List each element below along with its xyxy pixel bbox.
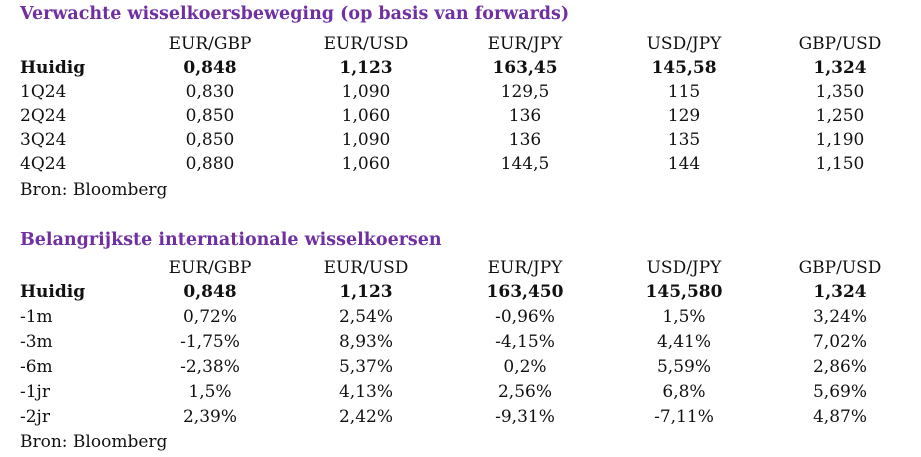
table-cell: -7,11% (654, 407, 714, 427)
table-row: -1m 0,72% 2,54% -0,96% 1,5% 3,24% (0, 305, 921, 329)
table-cell: 129 (667, 106, 701, 126)
table-cell: 144 (667, 154, 701, 174)
table-cell: 0,850 (185, 106, 235, 126)
table-cell: -2,38% (180, 357, 240, 377)
table-cell: -1,75% (180, 332, 240, 352)
table-cell: 1,060 (341, 154, 391, 174)
forwards-header-row: EUR/GBP EUR/USD EUR/JPY USD/JPY GBP/USD (0, 32, 921, 56)
table-cell: 129,5 (500, 82, 550, 102)
table-row: -2jr 2,39% 2,42% -9,31% -7,11% 4,87% (0, 405, 921, 429)
row-label: 1Q24 (20, 82, 67, 102)
table-cell: 6,8% (662, 382, 706, 402)
row-label: 4Q24 (20, 154, 67, 174)
table-cell: 3,24% (812, 307, 867, 327)
column-header: EUR/GBP (168, 258, 252, 278)
row-label: 2Q24 (20, 106, 67, 126)
row-label: -1m (20, 307, 53, 327)
table-row: 4Q24 0,880 1,060 144,5 144 1,150 (0, 152, 921, 176)
column-header: EUR/JPY (487, 34, 563, 54)
column-header: USD/JPY (646, 258, 722, 278)
row-label: Huidig (20, 58, 86, 78)
table-row: -3m -1,75% 8,93% -4,15% 4,41% 7,02% (0, 330, 921, 354)
table-cell: 1,190 (815, 130, 865, 150)
column-header: GBP/USD (798, 258, 882, 278)
table-cell: 136 (508, 130, 542, 150)
table-cell: 136 (508, 106, 542, 126)
table-cell: 8,93% (338, 332, 393, 352)
forwards-title: Verwachte wisselkoersbeweging (op basis … (20, 4, 570, 24)
table-cell: 1,123 (339, 282, 393, 302)
table-cell: 135 (667, 130, 701, 150)
table-cell: 145,58 (651, 58, 717, 78)
table-cell: 2,39% (182, 407, 237, 427)
column-header: EUR/JPY (487, 258, 563, 278)
table-cell: 144,5 (500, 154, 550, 174)
table-cell: 4,13% (338, 382, 393, 402)
column-header: EUR/USD (323, 34, 409, 54)
table-cell: 1,090 (341, 82, 391, 102)
table-row: -6m -2,38% 5,37% 0,2% 5,59% 2,86% (0, 355, 921, 379)
table-cell: 4,87% (812, 407, 867, 427)
table-cell: 1,324 (813, 58, 867, 78)
table-cell: 1,5% (188, 382, 232, 402)
table-row: Huidig 0,848 1,123 163,450 145,580 1,324 (0, 280, 921, 304)
table-cell: 2,56% (497, 382, 552, 402)
table-cell: 2,54% (338, 307, 393, 327)
table-cell: 0,850 (185, 130, 235, 150)
table-cell: 1,5% (662, 307, 706, 327)
table-cell: 163,450 (486, 282, 564, 302)
table-cell: 163,45 (492, 58, 558, 78)
column-header: EUR/USD (323, 258, 409, 278)
table-cell: 0,2% (503, 357, 547, 377)
source-note: Bron: Bloomberg (20, 180, 168, 200)
table-cell: 0,848 (183, 58, 237, 78)
table-cell: 2,86% (812, 357, 867, 377)
table-cell: 1,060 (341, 106, 391, 126)
table-cell: 5,37% (338, 357, 393, 377)
row-label: -2jr (20, 407, 50, 427)
source-note: Bron: Bloomberg (20, 432, 168, 452)
table-cell: 115 (667, 82, 701, 102)
table-cell: -9,31% (495, 407, 555, 427)
row-label: -1jr (20, 382, 50, 402)
table-cell: 5,69% (812, 382, 867, 402)
row-label: -6m (20, 357, 53, 377)
row-label: 3Q24 (20, 130, 67, 150)
table-cell: 1,090 (341, 130, 391, 150)
table-row: 3Q24 0,850 1,090 136 135 1,190 (0, 128, 921, 152)
column-header: GBP/USD (798, 34, 882, 54)
table-cell: 1,324 (813, 282, 867, 302)
table-cell: -0,96% (495, 307, 555, 327)
table-cell: 1,350 (815, 82, 865, 102)
international-header-row: EUR/GBP EUR/USD EUR/JPY USD/JPY GBP/USD (0, 256, 921, 280)
table-cell: 0,72% (182, 307, 237, 327)
table-cell: 0,880 (185, 154, 235, 174)
table-cell: 0,830 (185, 82, 235, 102)
table-cell: 1,250 (815, 106, 865, 126)
table-cell: -4,15% (495, 332, 555, 352)
table-row: 1Q24 0,830 1,090 129,5 115 1,350 (0, 80, 921, 104)
row-label: Huidig (20, 282, 86, 302)
column-header: USD/JPY (646, 34, 722, 54)
row-label: -3m (20, 332, 53, 352)
table-row: 2Q24 0,850 1,060 136 129 1,250 (0, 104, 921, 128)
table-cell: 0,848 (183, 282, 237, 302)
table-cell: 1,123 (339, 58, 393, 78)
column-header: EUR/GBP (168, 34, 252, 54)
table-cell: 145,580 (645, 282, 723, 302)
table-row: -1jr 1,5% 4,13% 2,56% 6,8% 5,69% (0, 380, 921, 404)
international-title: Belangrijkste internationale wisselkoers… (20, 230, 442, 250)
table-cell: 5,59% (656, 357, 711, 377)
table-cell: 1,150 (815, 154, 865, 174)
table-cell: 2,42% (338, 407, 393, 427)
table-cell: 7,02% (812, 332, 867, 352)
table-cell: 4,41% (656, 332, 711, 352)
table-row: Huidig 0,848 1,123 163,45 145,58 1,324 (0, 56, 921, 80)
